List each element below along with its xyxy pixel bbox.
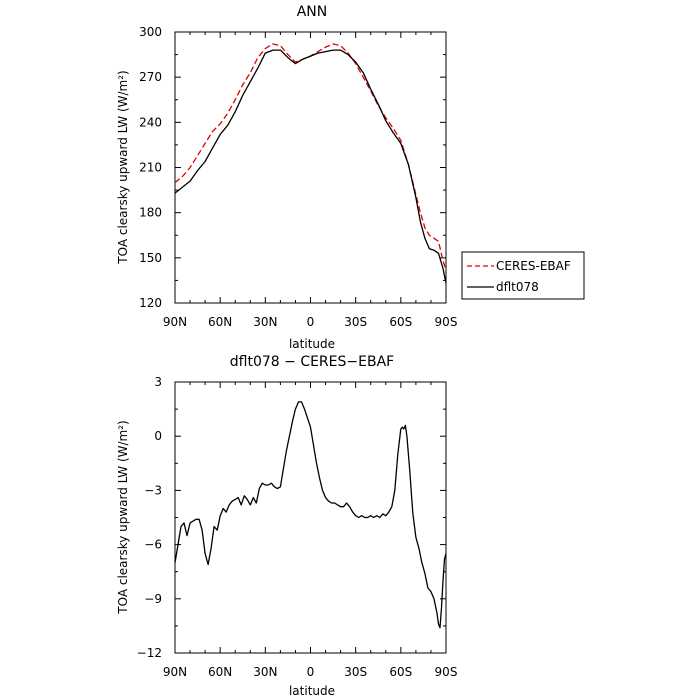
top-chart-title: ANN	[297, 4, 328, 20]
y-tick-label: 0	[154, 429, 162, 443]
series-line-difference-0	[174, 401, 447, 629]
bottom-x-ticks: 90N 60N 30N 0 30S 60S 90S	[163, 382, 458, 679]
x-tick-label: 90N	[163, 665, 187, 679]
y-tick-label: −6	[144, 538, 162, 552]
legend-label-model: dflt078	[496, 280, 539, 294]
x-tick-label: 0	[307, 665, 315, 679]
x-tick-label: 30S	[344, 665, 367, 679]
bottom-series	[174, 401, 447, 629]
top-x-ticks: 90N 60N 30N 0 30S 60S 90S	[163, 32, 458, 329]
x-tick-label: 30S	[344, 315, 367, 329]
top-plot-frame	[174, 31, 447, 304]
y-tick-label: 120	[139, 296, 162, 310]
x-tick-label: 30N	[253, 665, 277, 679]
y-tick-label: 270	[139, 70, 162, 84]
top-y-axis-label: TOA clearsky upward LW (W/m²)	[116, 70, 130, 264]
x-tick-label: 30N	[253, 315, 277, 329]
y-tick-label: −12	[137, 646, 162, 660]
x-tick-label: 60S	[389, 665, 412, 679]
x-tick-label: 90S	[435, 665, 458, 679]
legend-label-ceres: CERES-EBAF	[496, 259, 571, 273]
legend-box	[461, 251, 585, 300]
top-legend: CERES-EBAF dflt078	[461, 251, 585, 300]
y-tick-label: −3	[144, 483, 162, 497]
series-line-dflt078	[174, 49, 447, 284]
y-tick-label: −9	[144, 592, 162, 606]
x-tick-label: 60N	[208, 665, 232, 679]
y-tick-label: 210	[139, 161, 162, 175]
top-y-ticks: 120 150 180 210 240 270 300	[139, 25, 446, 310]
y-tick-label: 240	[139, 115, 162, 129]
bottom-plot-frame	[174, 381, 447, 654]
x-tick-label: 60N	[208, 315, 232, 329]
x-tick-label: 60S	[389, 315, 412, 329]
top-x-axis-label: latitude	[289, 337, 335, 351]
y-tick-label: 300	[139, 25, 162, 39]
bottom-y-axis-label: TOA clearsky upward LW (W/m²)	[116, 420, 130, 614]
top-chart: ANN 120 150 180 210 240 270 300 90N 60N 30N 0 30S 6…	[116, 4, 585, 351]
series-line-ceres-ebaf	[174, 43, 447, 271]
top-series	[174, 43, 447, 284]
bottom-x-axis-label: latitude	[289, 684, 335, 698]
bottom-chart-title: dflt078 − CERES−EBAF	[230, 354, 394, 370]
y-tick-label: 3	[154, 375, 162, 389]
x-tick-label: 0	[307, 315, 315, 329]
y-tick-label: 150	[139, 251, 162, 265]
x-tick-label: 90N	[163, 315, 187, 329]
bottom-chart: dflt078 − CERES−EBAF −12 −9 −6 −3 0 3 90N 60N 3…	[116, 354, 457, 698]
bottom-y-ticks: −12 −9 −6 −3 0 3	[137, 375, 446, 660]
y-tick-label: 180	[139, 206, 162, 220]
x-tick-label: 90S	[435, 315, 458, 329]
